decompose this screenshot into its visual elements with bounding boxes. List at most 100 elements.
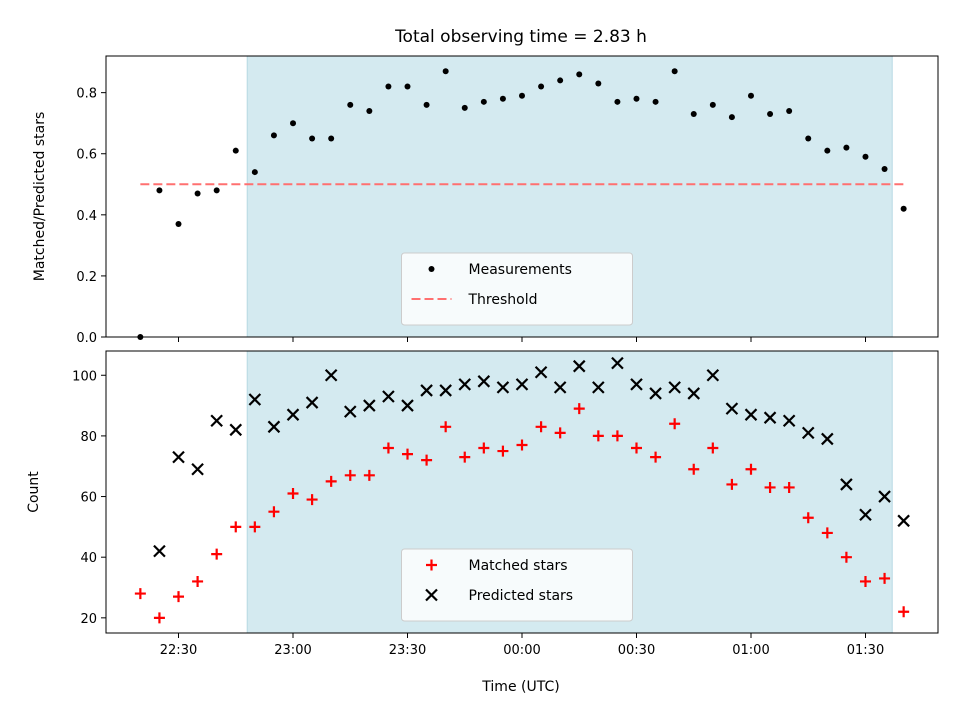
predicted-stars-point [668, 381, 681, 394]
matched-stars-point [669, 418, 681, 430]
predicted-stars-point [611, 356, 624, 370]
x-tick-label: 01:00 [732, 643, 769, 658]
legend-predicted-stars-swatch [425, 588, 438, 602]
measurements-point [519, 92, 525, 99]
measurements-point [480, 98, 487, 105]
x-tick-label: 23:30 [389, 643, 426, 658]
y-axis-title: Matched/Predicted stars [32, 112, 48, 282]
matched-stars-point [478, 442, 490, 454]
measurements-point [385, 83, 392, 90]
predicted-stars-point [801, 426, 815, 440]
predicted-stars-point [382, 390, 395, 403]
matched-stars-point [783, 481, 795, 493]
matched-stars-point [611, 430, 623, 442]
matched-stars-point [306, 494, 318, 506]
matched-stars-point [764, 481, 776, 493]
measurements-point [557, 77, 564, 84]
y-tick-label: 40 [80, 551, 97, 566]
matched-stars-point [440, 421, 452, 433]
predicted-stars-point [305, 396, 319, 409]
predicted-stars-point [878, 490, 891, 503]
y-axis-title: Count [26, 471, 42, 513]
legend-box [401, 548, 633, 622]
matched-stars-point [211, 548, 223, 560]
matched-stars-point [840, 551, 852, 563]
predicted-stars-point [744, 408, 758, 421]
predicted-stars-point [630, 378, 643, 391]
measurements-point [652, 98, 659, 105]
measurements-point [900, 205, 907, 212]
matched-stars-point [535, 421, 547, 433]
measurements-point [614, 98, 621, 105]
ratio-panel: 0.0 0.2 0.4 0.6 0.8 Matched/Predicted stars Me… [32, 55, 939, 346]
y-tick-label: 80 [80, 430, 97, 445]
y-tick-label: 0.4 [76, 209, 97, 224]
measurements-point [499, 95, 506, 102]
x-tick-label: 22:30 [160, 643, 197, 658]
predicted-stars-point [229, 423, 243, 437]
measurements-point [328, 135, 335, 142]
matched-stars-point [402, 448, 414, 460]
y-tick-label: 60 [80, 491, 97, 506]
predicted-stars-point [859, 508, 872, 522]
plot-frame [105, 55, 939, 338]
predicted-stars-point [286, 408, 300, 421]
measurements-point [881, 166, 888, 173]
matched-stars-point [516, 439, 528, 451]
legend-box [401, 252, 633, 326]
predicted-stars-point [420, 384, 433, 397]
x-axis-title: Time (UTC) [481, 679, 559, 695]
measurements-point [767, 111, 774, 118]
matched-stars-point [802, 512, 814, 524]
measurements-point [461, 104, 468, 111]
matched-stars-point [497, 445, 509, 457]
predicted-stars-point [840, 478, 853, 491]
predicted-stars-point [172, 450, 185, 464]
x-tick-label: 01:30 [847, 643, 884, 658]
measurements-point [786, 107, 793, 114]
legend-label: Measurements [469, 262, 572, 278]
measurements-point [595, 80, 602, 87]
matched-stars-point [630, 442, 642, 454]
y-tick-label: 0.6 [76, 148, 97, 163]
legend-label: Predicted stars [469, 588, 574, 604]
predicted-stars-point [363, 399, 376, 412]
matched-stars-point [459, 451, 471, 463]
measurements-point [442, 68, 449, 75]
x-tick-label: 23:00 [274, 643, 311, 658]
predicted-stars-point [821, 432, 834, 446]
measurements-point [728, 114, 735, 121]
matched-stars-point [707, 442, 719, 454]
predicted-stars-point [191, 462, 204, 476]
predicted-stars-point [592, 381, 605, 394]
predicted-stars-point [515, 378, 529, 391]
measurements-point [862, 153, 869, 160]
measurements-point [709, 101, 716, 108]
measurements-point [404, 83, 411, 90]
y-tick-label: 100 [72, 369, 97, 384]
matched-stars-point [363, 469, 375, 481]
measurements-point [366, 107, 373, 114]
chart-title: Total observing time = 2.83 h [394, 27, 647, 47]
predicted-stars-point [439, 384, 452, 397]
matched-stars-point [287, 488, 299, 500]
matched-stars-point [650, 451, 662, 463]
measurements-point [290, 120, 297, 127]
predicted-stars-point [267, 420, 281, 434]
measurements-point [347, 101, 354, 108]
predicted-stars-point [458, 378, 472, 391]
measurements-point [156, 187, 163, 194]
legend-measurements-swatch [428, 266, 435, 272]
matched-stars-point [821, 527, 833, 539]
matched-stars-point [554, 427, 566, 439]
y-tick-label: 0.2 [76, 270, 97, 285]
count-panel: 22:30 23:00 23:30 00:00 00:30 01:00 01:30 20 40 6… [26, 350, 939, 658]
y-tick-label: 20 [80, 612, 97, 627]
measurements-point [194, 190, 201, 197]
measurements-point [213, 187, 220, 194]
predicted-stars-point [496, 381, 510, 394]
matched-stars-point [745, 463, 757, 475]
matched-stars-point [382, 442, 394, 454]
measurements-point [270, 132, 277, 139]
